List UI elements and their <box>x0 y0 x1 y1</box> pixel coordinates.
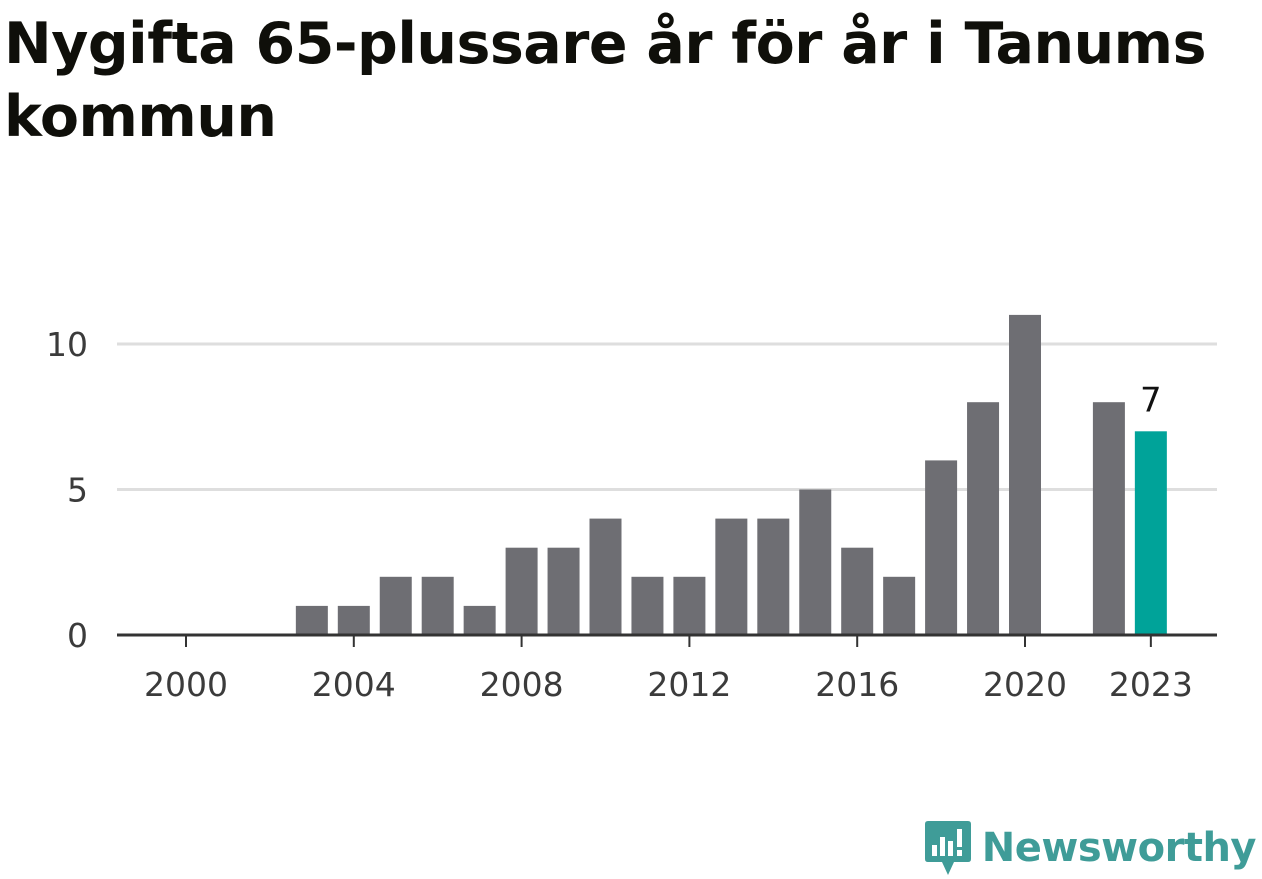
bar <box>463 605 496 635</box>
chart-title: Nygifta 65-plussare år för år i Tanums k… <box>4 11 1207 150</box>
x-tick-label: 2012 <box>647 665 731 704</box>
x-tick-label: 2020 <box>983 665 1067 704</box>
y-tick-label: 0 <box>67 616 88 655</box>
highlight-bar <box>1134 431 1167 635</box>
y-tick-label: 10 <box>46 325 88 364</box>
x-tick-label: 2004 <box>312 665 396 704</box>
bar <box>673 576 706 635</box>
bar <box>337 605 370 635</box>
brand: Newsworthy <box>924 819 1257 877</box>
x-tick-label: 2016 <box>815 665 899 704</box>
bar <box>715 518 748 635</box>
bar <box>799 489 832 635</box>
bar <box>1009 314 1041 635</box>
bar-chart: 0 5 10 7 2000 2004 2008 2012 2016 2020 2023 <box>46 314 1217 704</box>
brand-name: Newsworthy <box>981 825 1257 871</box>
bar <box>1092 402 1125 635</box>
bar <box>967 402 1000 635</box>
bar <box>547 547 580 635</box>
newsworthy-logo-icon <box>924 821 971 875</box>
bar <box>925 460 958 635</box>
bar <box>883 576 916 635</box>
data-label: 7 <box>1140 380 1162 420</box>
bar <box>841 547 874 635</box>
bar <box>505 547 538 635</box>
y-tick-label: 5 <box>67 471 88 510</box>
bar <box>295 605 328 635</box>
x-tick-label: 2023 <box>1109 665 1193 704</box>
bar <box>421 576 454 635</box>
bar <box>589 518 622 635</box>
bar <box>631 576 664 635</box>
x-tick-label: 2000 <box>144 665 228 704</box>
bar <box>379 576 412 635</box>
bar <box>757 518 790 635</box>
x-tick-label: 2008 <box>480 665 564 704</box>
